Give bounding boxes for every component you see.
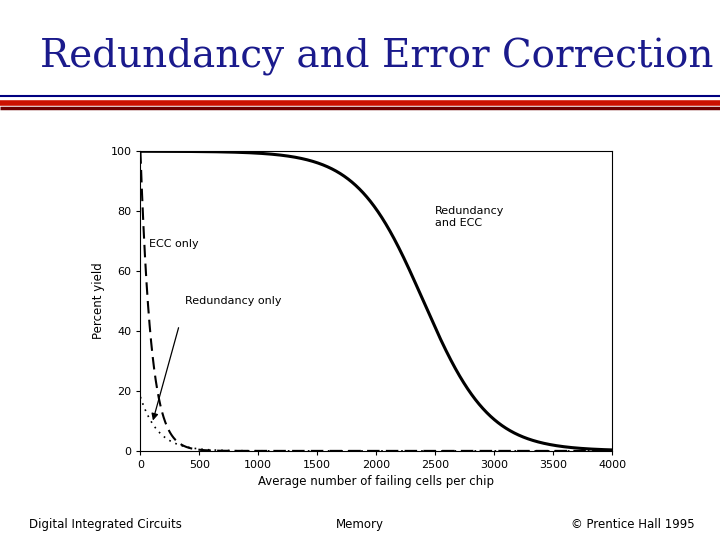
Text: Memory: Memory <box>336 518 384 531</box>
Text: Redundancy
and ECC: Redundancy and ECC <box>435 206 505 228</box>
X-axis label: Average number of failing cells per chip: Average number of failing cells per chip <box>258 476 494 489</box>
Text: Digital Integrated Circuits: Digital Integrated Circuits <box>29 518 181 531</box>
Text: © Prentice Hall 1995: © Prentice Hall 1995 <box>571 518 695 531</box>
Y-axis label: Percent yield: Percent yield <box>92 262 105 340</box>
Text: ECC only: ECC only <box>149 239 199 249</box>
Text: Redundancy only: Redundancy only <box>185 296 282 306</box>
Text: Redundancy and Error Correction: Redundancy and Error Correction <box>40 38 713 76</box>
